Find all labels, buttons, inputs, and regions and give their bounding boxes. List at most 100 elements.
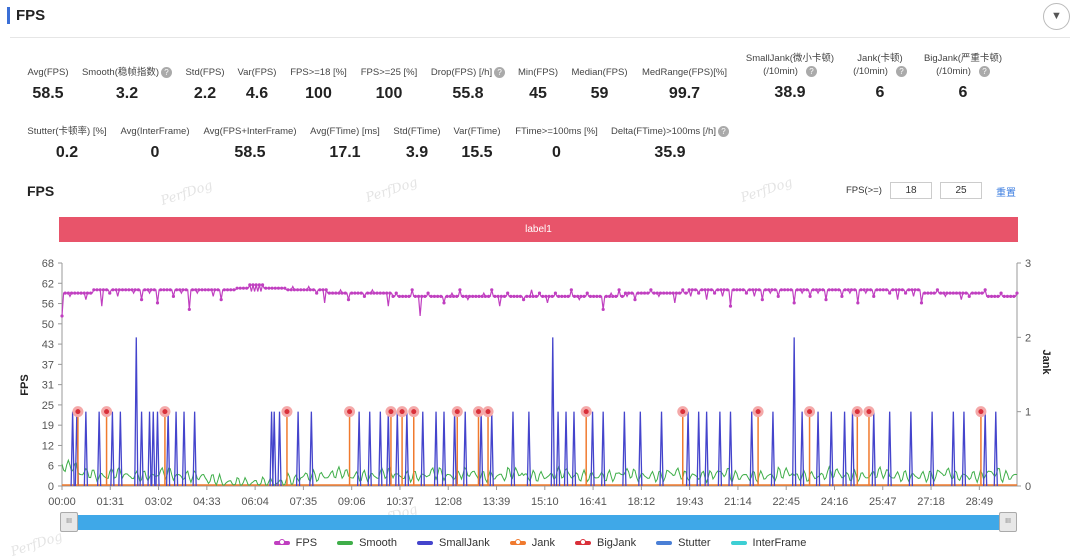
stat-medrange-fps: MedRange(FPS)[%] 99.7 [635,66,734,103]
collapse-dropdown-button[interactable]: ▼ [1043,3,1070,30]
smalljank-spike [929,411,935,487]
fps-point [327,291,331,295]
legend-item-stutter[interactable]: Stutter [656,537,711,549]
x-tick-label: 07:35 [290,496,318,508]
smalljank-spike [815,411,821,487]
reset-link[interactable]: 重置 [996,188,1016,199]
fps-point [738,288,742,292]
help-icon[interactable]: ? [717,125,729,137]
fps-point [929,291,933,295]
threshold-18-input[interactable] [890,182,932,199]
stat-label: FTime>=100ms [%] [515,126,598,137]
fps-point [369,291,373,295]
stat-var-ftime: Var(FTime) 15.5 [447,125,507,162]
threshold-25-input[interactable] [940,182,982,199]
help-icon[interactable]: ? [161,66,173,78]
help-icon[interactable]: ? [978,65,990,77]
fps-point [480,294,484,298]
legend-item-interframe[interactable]: InterFrame [730,537,807,549]
fps-point [82,291,86,295]
bigjank-point [485,409,491,415]
fps-point [732,288,736,292]
fps-point [811,288,815,292]
stat-delta-ftime-100ms-h: Delta(FTime)>100ms [/h]? 35.9 [605,125,735,162]
legend-item-jank[interactable]: Jank [509,537,555,549]
smalljank-spike [404,411,410,487]
stat-std-fps: Std(FPS) 2.2 [179,66,231,103]
fps-point [601,307,605,312]
fps-point [222,288,226,292]
fps-point [372,291,376,295]
fps-point [939,291,943,295]
fps-point [66,291,70,295]
fps-point [95,288,99,292]
legend-label: InterFrame [752,537,807,549]
fps-point [171,294,176,298]
section-title: FPS [16,7,46,24]
fps-point [792,301,796,305]
fps-point [951,291,955,295]
stat-var-fps: Var(FPS) 4.6 [231,66,283,103]
fps-point [490,288,494,292]
help-icon[interactable]: ? [805,65,817,77]
fps-point [712,291,717,295]
stat-label: Stutter(卡顿率) [%] [27,126,107,137]
stat-value: 59 [590,85,609,102]
legend-swatch-icon [337,541,354,545]
fps-point [980,291,984,295]
fps-point [159,288,163,292]
fps-point [821,288,825,292]
fps-point [334,291,338,295]
smalljank-spike [951,411,956,487]
y-tick-label-left: 6 [48,461,54,473]
legend-item-smalljank[interactable]: SmallJank [416,537,490,549]
fps-point [471,294,475,298]
fps-point [1005,294,1010,298]
fps-point [423,294,427,298]
help-icon[interactable]: ? [895,65,907,77]
fps-point [751,288,755,292]
smalljank-spike [571,411,577,487]
fps-point [945,291,949,295]
fps-point [856,301,860,305]
legend-item-bigjank[interactable]: BigJank [574,537,636,549]
y-tick-label-left: 0 [48,481,54,493]
legend-item-fps[interactable]: FPS [273,537,317,549]
fps-point [725,288,729,292]
fps-point [636,291,640,295]
label-bar[interactable]: label1 [59,217,1018,242]
fps-point [190,288,195,292]
watermark: PerfDog [158,178,215,209]
legend-item-smooth[interactable]: Smooth [337,537,397,549]
stat-stutter: Stutter(卡顿率) [%] 0.2 [21,125,113,162]
fps-point [528,294,532,298]
legend-label: SmallJank [438,537,490,549]
chevron-down-icon: ▼ [1051,10,1062,22]
fps-point [598,294,602,298]
fps-point [649,288,653,292]
fps-point [238,286,242,290]
smalljank-spike [463,411,468,487]
time-range-slider[interactable] [62,515,1017,530]
fps-point [120,288,125,292]
help-icon[interactable]: ? [494,66,506,78]
fps-point [318,288,322,292]
fps-point [381,291,386,295]
y-tick-label-left: 19 [42,420,54,432]
smalljank-spike [386,411,391,487]
fps-point [149,288,153,292]
slider-start-handle[interactable]: III [60,512,78,532]
fps-point [302,288,306,292]
fps-point [557,294,561,298]
fps-point [798,288,803,292]
fps-point [974,291,978,295]
fps-point [617,288,621,292]
legend-label: Jank [531,537,555,549]
fps-point [474,294,478,298]
fps-point [999,291,1003,295]
y-tick-label-left: 62 [42,278,54,290]
fps-point [73,291,77,295]
fps-point [257,283,261,287]
slider-end-handle[interactable]: III [999,512,1017,532]
